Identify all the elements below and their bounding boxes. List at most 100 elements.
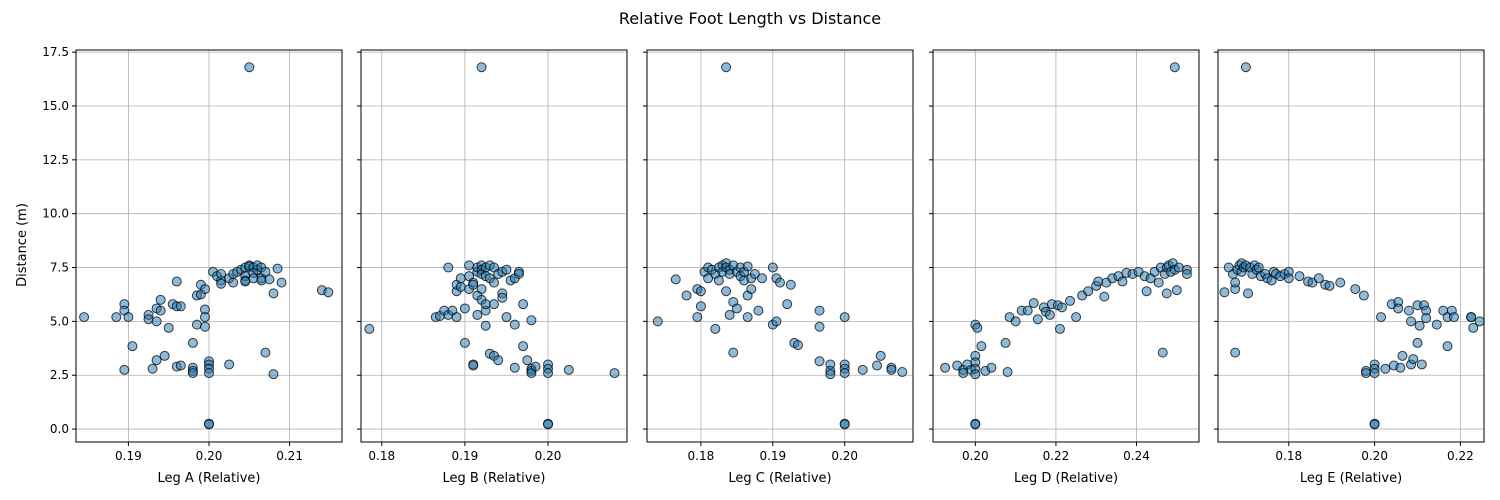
data-point bbox=[151, 355, 162, 366]
data-point bbox=[268, 369, 279, 380]
data-point bbox=[443, 262, 454, 273]
data-point bbox=[1361, 368, 1372, 379]
data-point bbox=[155, 305, 166, 316]
data-point bbox=[111, 312, 122, 323]
data-point bbox=[1448, 312, 1459, 323]
data-point bbox=[753, 305, 764, 316]
data-point bbox=[1350, 284, 1361, 295]
data-point bbox=[814, 321, 825, 332]
data-point bbox=[1412, 337, 1423, 348]
data-point bbox=[513, 269, 524, 279]
data-point bbox=[216, 269, 227, 279]
data-point bbox=[742, 312, 753, 323]
data-point bbox=[1397, 350, 1408, 361]
data-point bbox=[489, 277, 499, 288]
data-point bbox=[268, 288, 279, 299]
data-point bbox=[1395, 362, 1406, 373]
data-point bbox=[175, 301, 186, 312]
data-point bbox=[123, 312, 134, 323]
data-point bbox=[1416, 359, 1427, 370]
data-point bbox=[1369, 368, 1380, 379]
data-point bbox=[276, 277, 287, 288]
data-point bbox=[825, 369, 836, 380]
data-point bbox=[171, 276, 182, 287]
plot-frame bbox=[360, 49, 628, 443]
data-point bbox=[670, 274, 681, 285]
data-point bbox=[749, 269, 760, 279]
data-point bbox=[1157, 347, 1168, 358]
data-point bbox=[1335, 277, 1346, 288]
data-point bbox=[976, 341, 987, 352]
data-point bbox=[1376, 312, 1387, 323]
data-point bbox=[785, 279, 796, 290]
data-point bbox=[518, 341, 529, 352]
data-point bbox=[814, 356, 825, 367]
data-point bbox=[609, 368, 620, 379]
data-point bbox=[147, 363, 158, 374]
data-point bbox=[468, 360, 479, 371]
data-point bbox=[986, 362, 997, 373]
data-point bbox=[244, 62, 255, 73]
data-point bbox=[886, 364, 897, 375]
data-point bbox=[1240, 62, 1251, 73]
data-point bbox=[1099, 291, 1110, 302]
data-point bbox=[767, 262, 778, 273]
data-point bbox=[1393, 303, 1404, 314]
data-point bbox=[455, 281, 466, 292]
data-point bbox=[509, 319, 520, 330]
data-point bbox=[260, 347, 271, 358]
data-point bbox=[857, 364, 868, 375]
data-point bbox=[875, 350, 886, 361]
data-point bbox=[1466, 312, 1477, 323]
data-point bbox=[272, 263, 283, 274]
data-point bbox=[1071, 312, 1082, 323]
data-point bbox=[228, 277, 239, 288]
data-point bbox=[256, 275, 267, 286]
data-point bbox=[199, 321, 210, 332]
data-point bbox=[175, 360, 186, 371]
x-axis-label: Leg D (Relative) bbox=[1014, 471, 1118, 486]
data-point bbox=[530, 361, 541, 372]
data-point bbox=[1230, 347, 1241, 358]
data-point bbox=[476, 284, 487, 295]
data-point bbox=[1117, 276, 1128, 287]
data-point bbox=[839, 368, 850, 379]
data-point bbox=[757, 273, 768, 284]
data-point bbox=[480, 299, 491, 310]
data-point bbox=[1010, 316, 1021, 327]
data-point bbox=[1044, 309, 1055, 320]
data-point bbox=[839, 419, 850, 430]
data-point bbox=[940, 362, 951, 373]
data-point bbox=[1093, 276, 1104, 287]
data-point bbox=[1313, 273, 1324, 284]
data-point bbox=[187, 368, 198, 379]
data-point bbox=[721, 286, 732, 297]
panel-5: 0.18 0.20 0.22 Leg E (Relative) bbox=[1214, 49, 1485, 486]
data-point bbox=[493, 355, 504, 366]
y-tick-label: 5.0 bbox=[50, 314, 69, 328]
x-tick-label: 0.22 bbox=[1043, 449, 1070, 463]
data-point bbox=[1181, 269, 1192, 279]
x-tick-label: 0.18 bbox=[1275, 449, 1302, 463]
x-tick-label: 0.20 bbox=[831, 449, 858, 463]
x-tick-label: 0.18 bbox=[688, 449, 715, 463]
data-point bbox=[480, 320, 491, 331]
data-point bbox=[1161, 288, 1172, 299]
y-tick-label: 17.5 bbox=[42, 45, 69, 59]
data-point bbox=[1083, 286, 1094, 297]
x-tick-label: 0.19 bbox=[452, 449, 479, 463]
data-point bbox=[543, 419, 554, 430]
data-point bbox=[1028, 298, 1039, 309]
data-point bbox=[724, 309, 735, 320]
y-tick-label: 0.0 bbox=[50, 422, 69, 436]
data-point bbox=[501, 264, 512, 275]
data-point bbox=[464, 260, 475, 271]
x-tick-label: 0.19 bbox=[759, 449, 786, 463]
data-point bbox=[455, 273, 466, 284]
data-point bbox=[1219, 287, 1230, 298]
data-point bbox=[155, 294, 166, 305]
data-point bbox=[119, 364, 130, 375]
data-point bbox=[1324, 280, 1335, 291]
plot-frame bbox=[932, 49, 1200, 443]
